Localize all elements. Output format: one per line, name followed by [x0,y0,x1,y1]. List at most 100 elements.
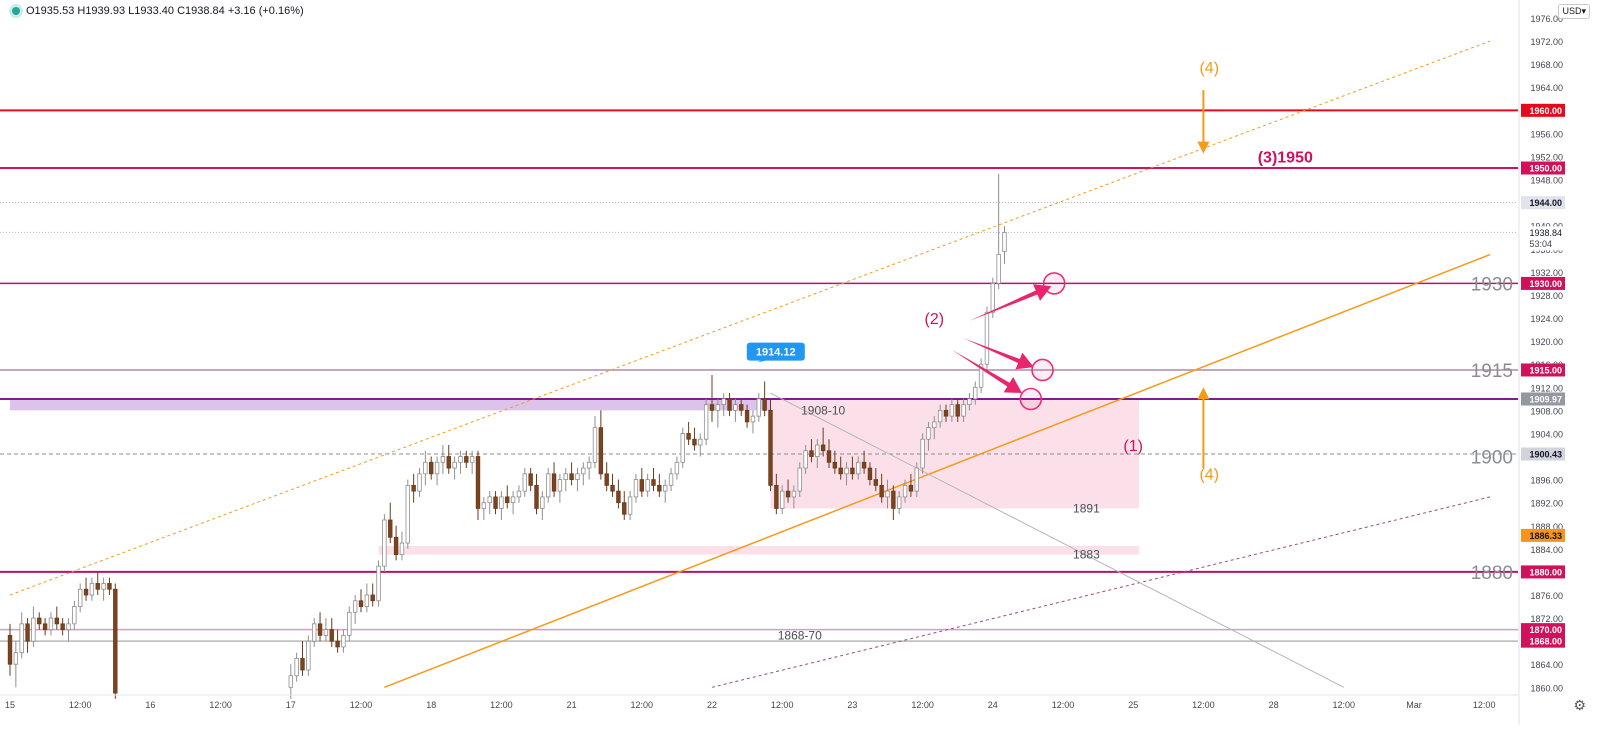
gear-icon[interactable]: ⚙ [1573,697,1586,713]
candle-body [60,623,65,631]
pointer-arrow [969,284,1052,321]
candle-body [592,427,598,463]
price-badge-label: 1886.33 [1529,531,1562,541]
price-badge-label: 1868.00 [1529,637,1562,647]
candle-body [727,398,732,411]
trendline [384,253,1491,689]
candle-body [996,254,1001,284]
candle-body [943,409,949,417]
candle-body [288,675,293,688]
candle-body [358,600,364,607]
candle-body [750,415,756,423]
candle-body [475,456,481,509]
price-badge [1521,276,1565,290]
price-badge [1521,528,1565,542]
candle-body [452,461,457,469]
candle-body [937,409,943,423]
x-tick-label: 23 [847,700,857,710]
price-badge-label: 1944.00 [1529,198,1562,208]
candle-body [434,461,440,475]
currency-selector[interactable]: USD▾ [1558,4,1590,19]
pointer-arrow [963,338,1034,370]
target-arrow-head [1197,141,1210,154]
candle-body [627,496,633,515]
x-tick-label: 12:00 [911,700,934,710]
candle-body [569,473,574,480]
candle-body [423,461,428,475]
candle-body [563,473,568,480]
y-tick-label: 1968.00 [1530,60,1563,70]
candle-body [721,398,726,405]
ohlc-values: O1935.53 H1939.93 L1933.40 C1938.84 +3.1… [26,5,304,17]
candle-body [651,479,656,486]
candle-body [733,404,738,411]
candle-body [891,490,896,509]
candle-body [709,404,715,411]
wave-label: (3)1950 [1258,149,1313,166]
x-tick-label: 12:00 [1192,700,1215,710]
x-tick-label: 12:00 [1052,700,1075,710]
price-badge [1521,447,1565,461]
candle-body [633,479,639,498]
candle-body [83,588,89,596]
candle-body [586,461,592,469]
candle-body [534,484,539,509]
candle-body [341,634,346,648]
candle-body [797,467,802,492]
trendline [9,40,1491,596]
y-tick-label: 1892.00 [1530,499,1563,509]
trendline [770,392,1345,688]
y-tick-label: 1908.00 [1530,406,1563,416]
candle-body [19,623,24,654]
y-tick-label: 1904.00 [1530,429,1563,439]
price-badge [1521,392,1565,406]
candle-body [645,479,650,492]
candle-body [990,283,995,313]
price-badge-label: 1930.00 [1529,279,1562,289]
x-tick-label: Mar [1406,700,1422,710]
candle-body [300,658,305,671]
candle-body [832,461,838,469]
candle-body [42,623,48,631]
target-arrow-head [1197,387,1210,400]
symbol-status-icon [12,7,20,15]
candle-body [838,467,843,475]
candle-body [505,496,510,504]
candle-body [510,496,516,504]
price-badge [1521,196,1565,210]
x-tick-label: 18 [426,700,436,710]
candle-body [405,484,410,544]
candle-body [809,450,814,457]
candle-body [13,652,19,665]
zone-label: 1908-10 [801,403,845,417]
candle-body [101,583,106,590]
price-badge [1521,363,1565,377]
candle-body [844,467,849,475]
candle-body [984,311,990,365]
candle-body [1002,232,1007,252]
candle-body [879,484,884,498]
candle-body [949,404,955,417]
level-big-label: 1915 [1471,361,1513,382]
y-tick-label: 1860.00 [1530,683,1563,693]
candle-body [867,467,873,480]
candle-body [546,473,551,498]
wave-label: (4) [1199,467,1219,484]
candle-body [967,398,972,405]
candle-body [540,496,545,509]
candle-body [686,433,691,440]
level-big-label: 1880 [1471,563,1513,584]
callout-box [746,342,805,361]
candle-body [897,496,902,509]
candle-body [803,450,808,469]
price-badge-label: 1870.00 [1529,625,1562,635]
candle-body [610,484,615,492]
candle-body [914,467,919,492]
candle-body [902,484,908,498]
candle-body [481,502,487,509]
candle-body [785,490,791,498]
candle-body [791,490,797,498]
y-tick-label: 1952.00 [1530,152,1563,162]
